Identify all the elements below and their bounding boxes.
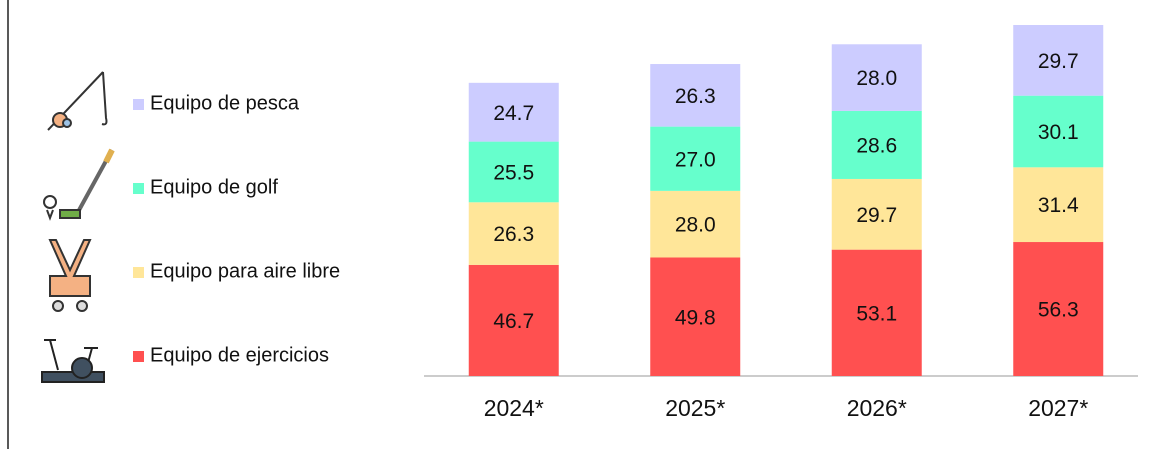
- data-label: 29.7: [856, 204, 897, 227]
- bar-segment: [831, 249, 922, 376]
- data-label: 30.1: [1038, 121, 1079, 144]
- data-label: 28.6: [856, 134, 897, 157]
- data-label: 56.3: [1038, 299, 1079, 322]
- x-tick-label: 2024*: [484, 395, 544, 421]
- data-label: 31.4: [1038, 194, 1079, 217]
- legend-label: Equipo de pesca: [150, 92, 300, 114]
- bar-segment: [831, 44, 922, 111]
- legend-swatch: [133, 351, 144, 362]
- data-label: 49.8: [675, 306, 716, 329]
- bike-icon: [41, 339, 105, 383]
- data-label: 29.7: [1038, 50, 1079, 73]
- bar-segment: [1013, 167, 1104, 243]
- bar-segment: [1013, 25, 1104, 96]
- legend-label: Equipo de golf: [150, 176, 278, 198]
- bar-segment: [831, 110, 922, 179]
- legend-swatch: [133, 183, 144, 194]
- harness-icon: [48, 239, 92, 312]
- data-label: 26.3: [493, 223, 534, 246]
- bar-segment: [468, 141, 559, 203]
- golf-icon: [43, 148, 115, 221]
- data-label: 25.5: [493, 161, 534, 184]
- data-label: 53.1: [856, 302, 897, 325]
- bar-segment: [650, 257, 741, 376]
- bar-segment: [468, 202, 559, 265]
- data-label: 28.0: [856, 67, 897, 90]
- x-tick-label: 2027*: [1028, 395, 1088, 421]
- legend-swatch: [133, 99, 144, 110]
- bar-segment: [468, 264, 559, 376]
- bar-segment: [468, 82, 559, 142]
- data-label: 26.3: [675, 85, 716, 108]
- bar-segment: [1013, 95, 1104, 168]
- data-label: 46.7: [493, 310, 534, 333]
- data-label: 27.0: [675, 148, 716, 171]
- bar-segment: [650, 64, 741, 127]
- fishing-icon: [47, 71, 108, 131]
- bar-segment: [1013, 242, 1104, 376]
- legend-swatch: [133, 267, 144, 278]
- x-tick-label: 2025*: [665, 395, 725, 421]
- legend-label: Equipo de ejercicios: [150, 344, 329, 366]
- x-tick-label: 2026*: [847, 395, 907, 421]
- data-label: 24.7: [493, 102, 534, 125]
- bar-segment: [650, 190, 741, 258]
- bar-segment: [650, 126, 741, 191]
- data-label: 28.0: [675, 214, 716, 237]
- legend-label: Equipo para aire libre: [150, 260, 340, 282]
- bar-segment: [831, 178, 922, 250]
